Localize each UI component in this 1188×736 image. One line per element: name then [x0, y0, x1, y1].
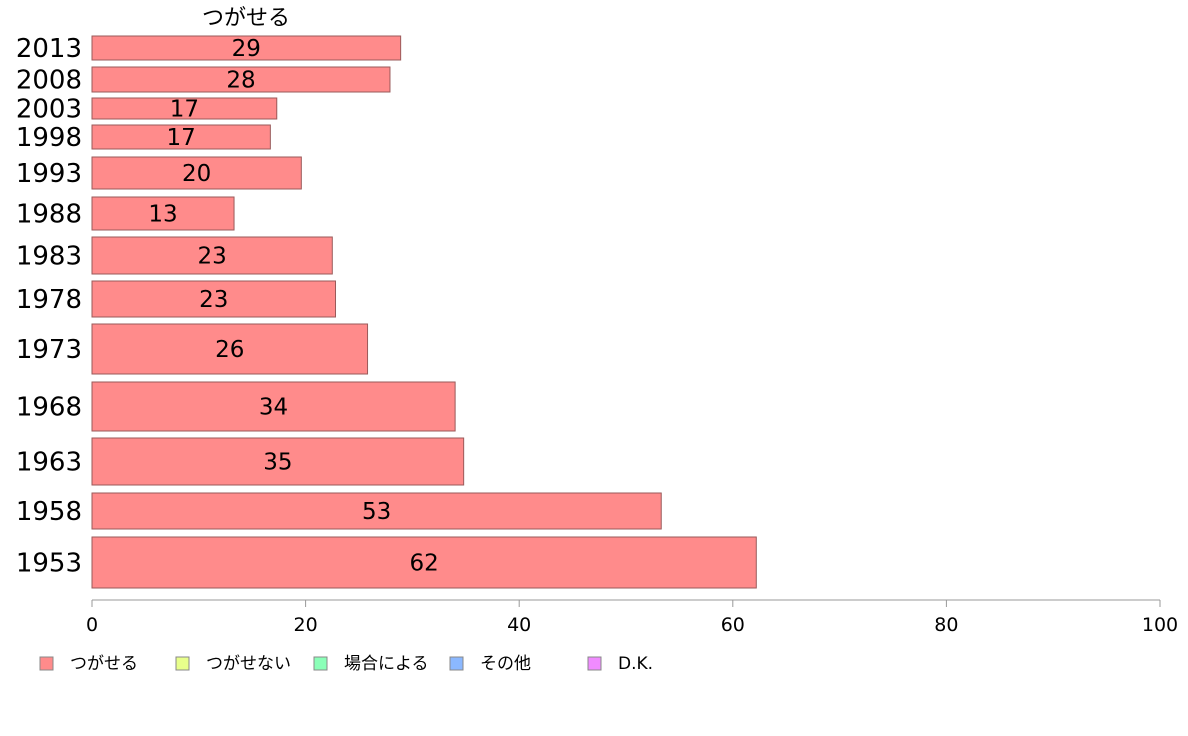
y-tick-label-2003: 2003 [16, 95, 82, 125]
bar-1968 [91, 381, 456, 432]
legend-swatch-2 [175, 656, 190, 671]
bar-1988 [91, 196, 235, 231]
data-label-1988: 13 [148, 202, 177, 228]
y-tick-label-1978: 1978 [16, 285, 82, 315]
legend-swatch-5 [587, 656, 602, 671]
x-tick-label-100: 100 [1142, 614, 1178, 636]
x-tick-label-60: 60 [721, 614, 745, 636]
data-label-2008: 28 [226, 68, 255, 94]
bar-1953 [91, 536, 757, 589]
data-label-1978: 23 [199, 287, 228, 313]
legend-label-3: 場合による [344, 654, 429, 674]
bar-1963 [91, 437, 465, 486]
bar-1978 [91, 280, 337, 318]
bars-layer: 29 2013 28 2008 17 2003 17 1998 20 1993 13 1988 23 19… [16, 34, 757, 589]
bar-1973 [91, 323, 369, 375]
bar-1983 [91, 236, 333, 275]
y-tick-label-1968: 1968 [16, 393, 82, 423]
x-tick-label-80: 80 [934, 614, 958, 636]
legend-label-5: D.K. [618, 654, 653, 674]
legend-swatch-3 [313, 656, 328, 671]
data-label-1998: 17 [167, 125, 196, 151]
y-tick-label-1998: 1998 [16, 123, 82, 153]
bar-2008 [91, 66, 391, 93]
legend-label-1: つがせる [70, 654, 138, 674]
x-tick-label-0: 0 [86, 614, 98, 636]
bar-1998 [91, 124, 271, 150]
data-label-2013: 29 [232, 36, 261, 62]
data-label-1953: 62 [410, 551, 439, 577]
y-tick-label-1958: 1958 [16, 497, 82, 527]
data-label-1983: 23 [198, 244, 227, 270]
legend-swatch-4 [449, 656, 464, 671]
x-tick-label-40: 40 [507, 614, 531, 636]
bar-2003 [91, 97, 278, 120]
x-axis: 0 20 40 60 80 100 [86, 599, 1178, 636]
data-label-1968: 34 [259, 395, 288, 421]
legend-swatch-1 [39, 656, 54, 671]
data-label-1973: 26 [215, 337, 244, 363]
data-label-2003: 17 [170, 97, 199, 123]
y-tick-label-1963: 1963 [16, 448, 82, 478]
y-tick-label-1973: 1973 [16, 335, 82, 365]
data-label-1963: 35 [263, 450, 292, 476]
y-tick-label-1983: 1983 [16, 242, 82, 272]
data-label-1958: 53 [362, 499, 391, 525]
legend: つがせる つがせない 場合による その他 D.K. [39, 654, 653, 674]
bar-2013 [91, 35, 402, 61]
y-tick-label-1953: 1953 [16, 549, 82, 579]
y-tick-label-2008: 2008 [16, 66, 82, 96]
chart-title: つがせる [202, 6, 290, 31]
x-tick-label-20: 20 [294, 614, 318, 636]
y-tick-label-1993: 1993 [16, 159, 82, 189]
bar-1993 [91, 156, 302, 190]
data-label-1993: 20 [182, 161, 211, 187]
legend-label-2: つがせない [206, 654, 291, 674]
y-tick-label-2013: 2013 [16, 34, 82, 64]
legend-label-4: その他 [480, 654, 531, 674]
bar-1958 [91, 492, 662, 530]
y-tick-label-1988: 1988 [16, 200, 82, 230]
